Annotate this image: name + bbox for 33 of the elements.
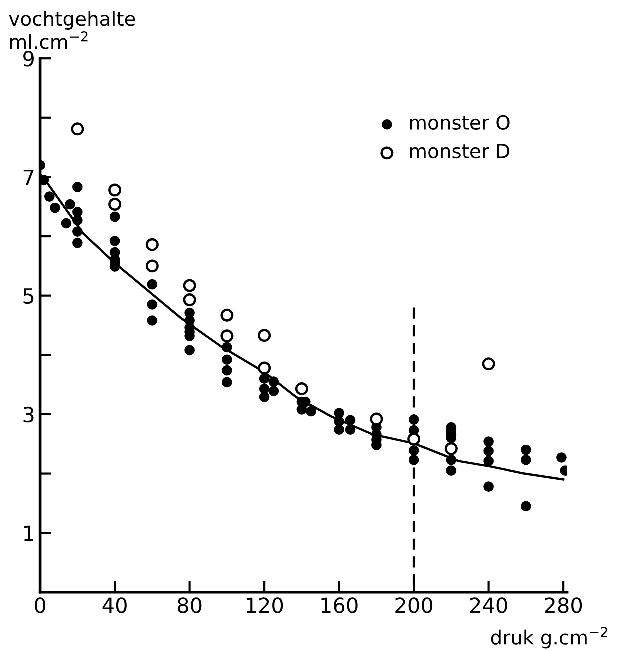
point xyxy=(408,432,421,446)
x-tick-label: 240 xyxy=(470,598,508,614)
y-tick-label: 3 xyxy=(24,406,34,423)
x-tick-label: 40 xyxy=(102,598,127,614)
point xyxy=(146,238,159,252)
x-tick-label: 200 xyxy=(396,598,433,614)
point xyxy=(108,198,122,211)
y-tick-label: 7 xyxy=(24,170,34,186)
legend-label: monster O xyxy=(410,115,510,130)
point xyxy=(258,362,272,375)
x-tick-label: 80 xyxy=(178,598,202,614)
point xyxy=(220,330,234,343)
point xyxy=(370,412,384,426)
point xyxy=(183,294,196,306)
x-tick-label: 160 xyxy=(322,598,358,614)
y-axis-title: vochtgehalte ml.cm$^{−2}$ xyxy=(9,11,136,50)
legend-label: monster D xyxy=(410,144,510,159)
y-tick-label: 1 xyxy=(24,526,34,542)
point xyxy=(108,184,122,197)
y-tick-label: 5 xyxy=(24,288,34,304)
point xyxy=(295,382,308,396)
point xyxy=(482,358,496,371)
y-tick-label: 9 xyxy=(23,51,34,67)
point xyxy=(258,329,272,342)
x-axis-title: druk g.cm$^{−2}$ xyxy=(491,627,608,649)
point xyxy=(183,279,196,292)
point xyxy=(146,260,159,273)
point xyxy=(444,442,458,456)
point xyxy=(71,122,84,136)
x-tick-label: 0 xyxy=(35,598,46,614)
point xyxy=(220,308,234,322)
x-tick-label: 280 xyxy=(545,598,582,614)
x-tick-label: 120 xyxy=(246,598,284,614)
